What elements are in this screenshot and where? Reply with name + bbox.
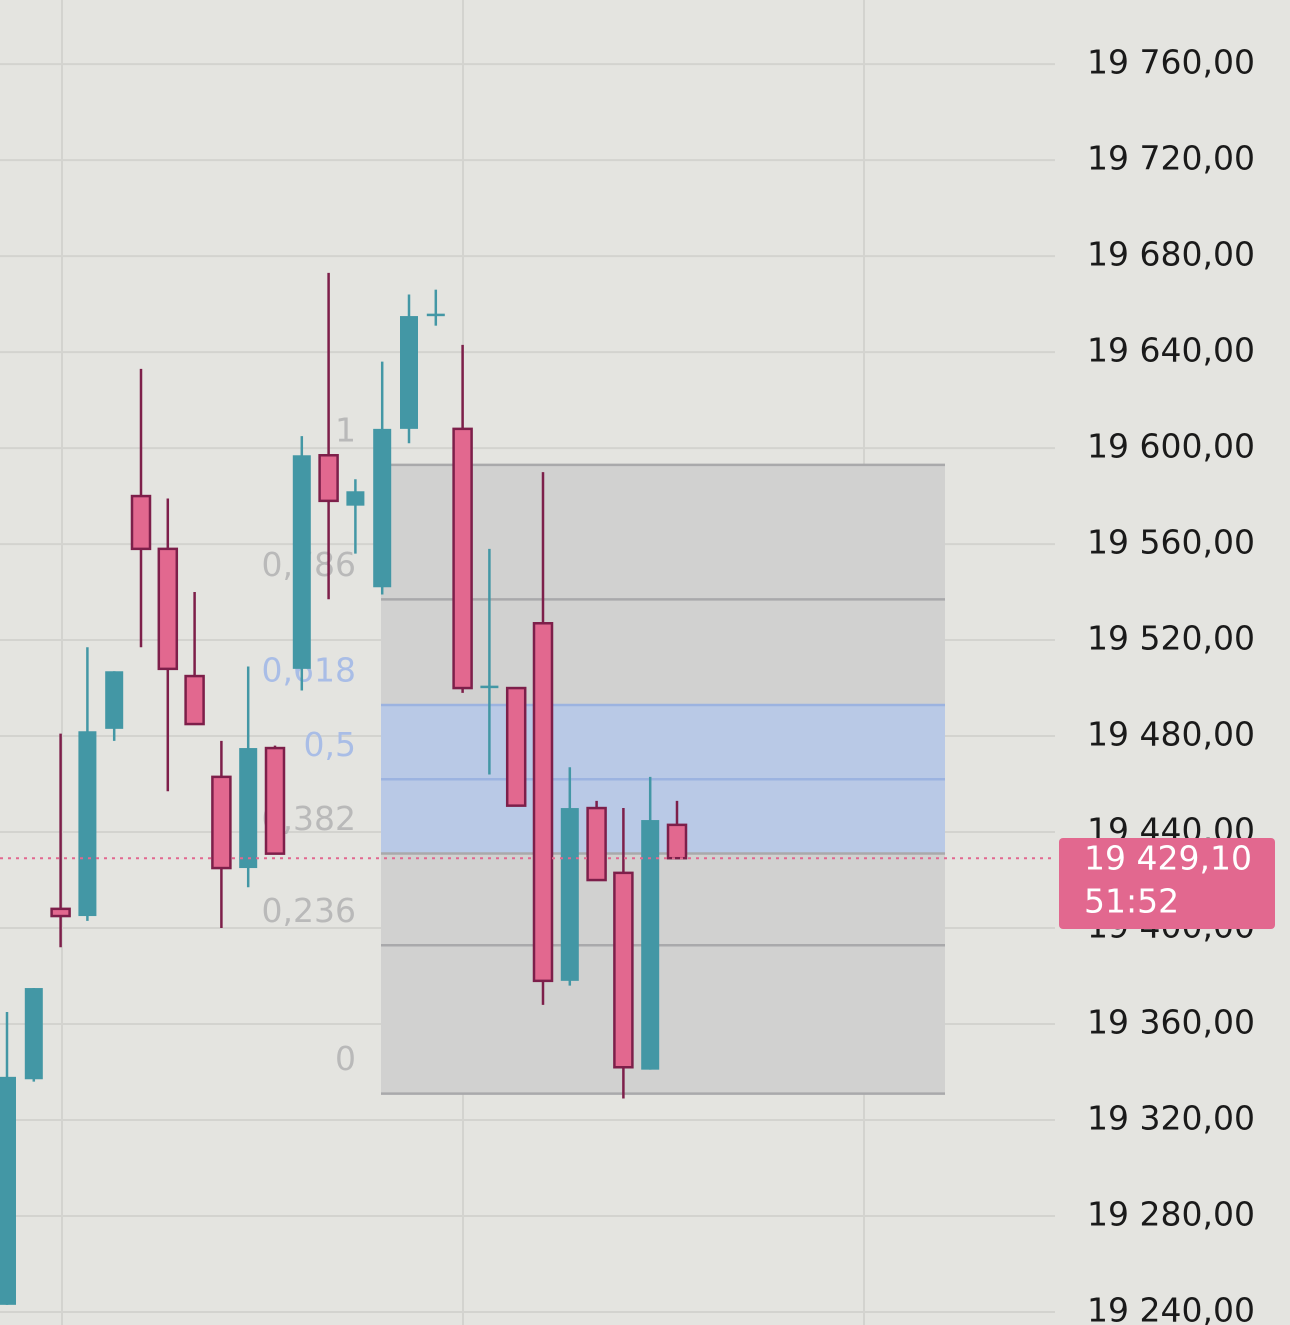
y-tick-label: 19 720,00: [1087, 139, 1255, 178]
candle-body: [184, 674, 205, 726]
candle-body: [641, 820, 660, 1070]
candle-body: [78, 731, 97, 917]
candle-body: [239, 748, 258, 869]
candle-body: [505, 686, 527, 807]
y-tick-label: 19 280,00: [1087, 1195, 1255, 1234]
y-axis: 19 240,00 19 280,00 19 320,00 19 360,00 19 4…: [1059, 43, 1275, 1325]
candle-body: [264, 746, 286, 855]
candle-body: [130, 494, 152, 551]
candle-body: [560, 808, 579, 981]
countdown: 51:52: [1084, 882, 1179, 921]
price-tag: [1059, 838, 1275, 929]
candle-body: [346, 491, 365, 506]
candle-body: [292, 455, 311, 669]
y-tick-label: 19 640,00: [1087, 331, 1255, 370]
candle-body: [211, 775, 232, 870]
candle-body: [50, 907, 71, 918]
candle-body: [157, 547, 179, 671]
candle-body: [105, 671, 124, 729]
candle-body: [532, 622, 554, 983]
candle-body: [586, 806, 607, 882]
y-tick-label: 19 240,00: [1087, 1291, 1255, 1325]
y-tick-label: 19 760,00: [1087, 43, 1255, 82]
y-tick-label: 19 320,00: [1087, 1099, 1255, 1138]
candle-body: [0, 1076, 16, 1305]
candle-body: [613, 871, 634, 1069]
y-tick-label: 19 560,00: [1087, 523, 1255, 562]
candle-body: [318, 454, 339, 503]
y-tick-label: 19 360,00: [1087, 1003, 1255, 1042]
y-tick-label: 19 600,00: [1087, 427, 1255, 466]
fib-label: 0,236: [262, 891, 356, 930]
candle-body: [24, 988, 43, 1080]
y-tick-label: 19 480,00: [1087, 715, 1255, 754]
candle-body: [373, 428, 392, 588]
candle-body: [400, 316, 418, 429]
candle-body: [480, 685, 499, 689]
candles: [0, 272, 1055, 1305]
candle-body: [426, 313, 445, 317]
price-tag-value: 19 429,10: [1084, 839, 1252, 878]
candle-body: [666, 823, 688, 860]
fib-label: 0: [335, 1039, 356, 1078]
candle-body: [452, 427, 473, 690]
fib-label: 0,5: [304, 725, 356, 764]
y-tick-label: 19 520,00: [1087, 619, 1255, 658]
y-tick-label: 19 680,00: [1087, 235, 1255, 274]
fib-label: 1: [335, 410, 356, 449]
